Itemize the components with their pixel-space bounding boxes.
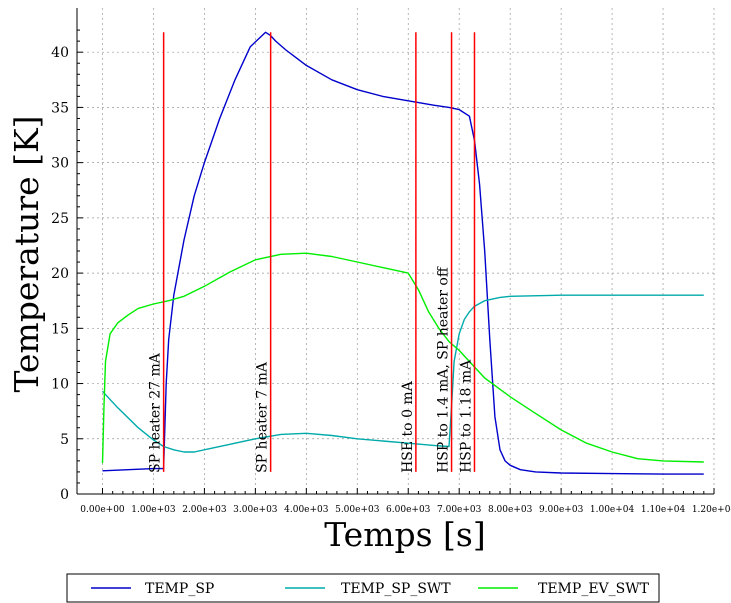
annotation-label: HSP to 1.18 mA (458, 359, 474, 473)
x-tick-label: 2.00e+03 (182, 505, 227, 515)
y-tick-label: 40 (51, 45, 69, 61)
x-axis-title: Temps [s] (324, 515, 486, 554)
y-tick-label: 20 (51, 266, 69, 282)
x-tick-label: 0.00e+00 (80, 505, 125, 515)
y-tick-label: 25 (51, 211, 69, 227)
tick-labels: 0.00e+00 1.00e+03 2.00e+03 3.00e+03 4.00e+03… (51, 45, 731, 515)
legend-box (66, 573, 660, 603)
x-tick-label: 1.00e+04 (590, 505, 635, 515)
x-tick-label: 1.20e+04 (692, 505, 731, 515)
y-tick-label: 30 (51, 156, 69, 172)
y-tick-label: 35 (51, 100, 69, 116)
x-tick-label: 1.00e+03 (131, 505, 176, 515)
legend-label: TEMP_SP (145, 581, 214, 597)
x-tick-label: 3.00e+03 (233, 505, 278, 515)
annotation-label: HSP to 1.4 mA, SP heater off (436, 266, 452, 473)
x-tick-label: 9.00e+03 (539, 505, 584, 515)
series-line-temp-sp-swt (101, 294, 704, 453)
legend: TEMP_SP TEMP_SP_SWT TEMP_EV_SWT (66, 573, 660, 603)
annotation-label: SP heater 27 mA (148, 352, 164, 473)
grid (77, 8, 715, 494)
x-tick-label: 1.10e+04 (641, 505, 686, 515)
legend-label: TEMP_SP_SWT (341, 581, 451, 597)
y-axis-title: Temperature [K] (7, 115, 46, 392)
y-tick-label: 10 (51, 377, 69, 393)
axes (76, 8, 715, 495)
x-tick-label: 5.00e+03 (335, 505, 380, 515)
annotation-label: SP heater 7 mA (255, 361, 271, 473)
series-group (101, 31, 704, 475)
annotation-label: HSE to 0 mA (400, 380, 416, 473)
y-tick-label: 5 (60, 432, 69, 448)
x-tick-label: 4.00e+03 (284, 505, 329, 515)
y-tick-label: 15 (51, 321, 69, 337)
series-line-temp-ev-swt (101, 252, 704, 464)
series-line-temp-sp (102, 31, 704, 475)
annotations: SP heater 27 mA SP heater 7 mA HSE to 0 mA… (148, 32, 476, 473)
x-tick-label: 7.00e+03 (437, 505, 482, 515)
y-tick-label: 0 (60, 487, 69, 503)
x-tick-label: 6.00e+03 (386, 505, 431, 515)
legend-label: TEMP_EV_SWT (538, 581, 650, 597)
x-tick-label: 8.00e+03 (488, 505, 533, 515)
